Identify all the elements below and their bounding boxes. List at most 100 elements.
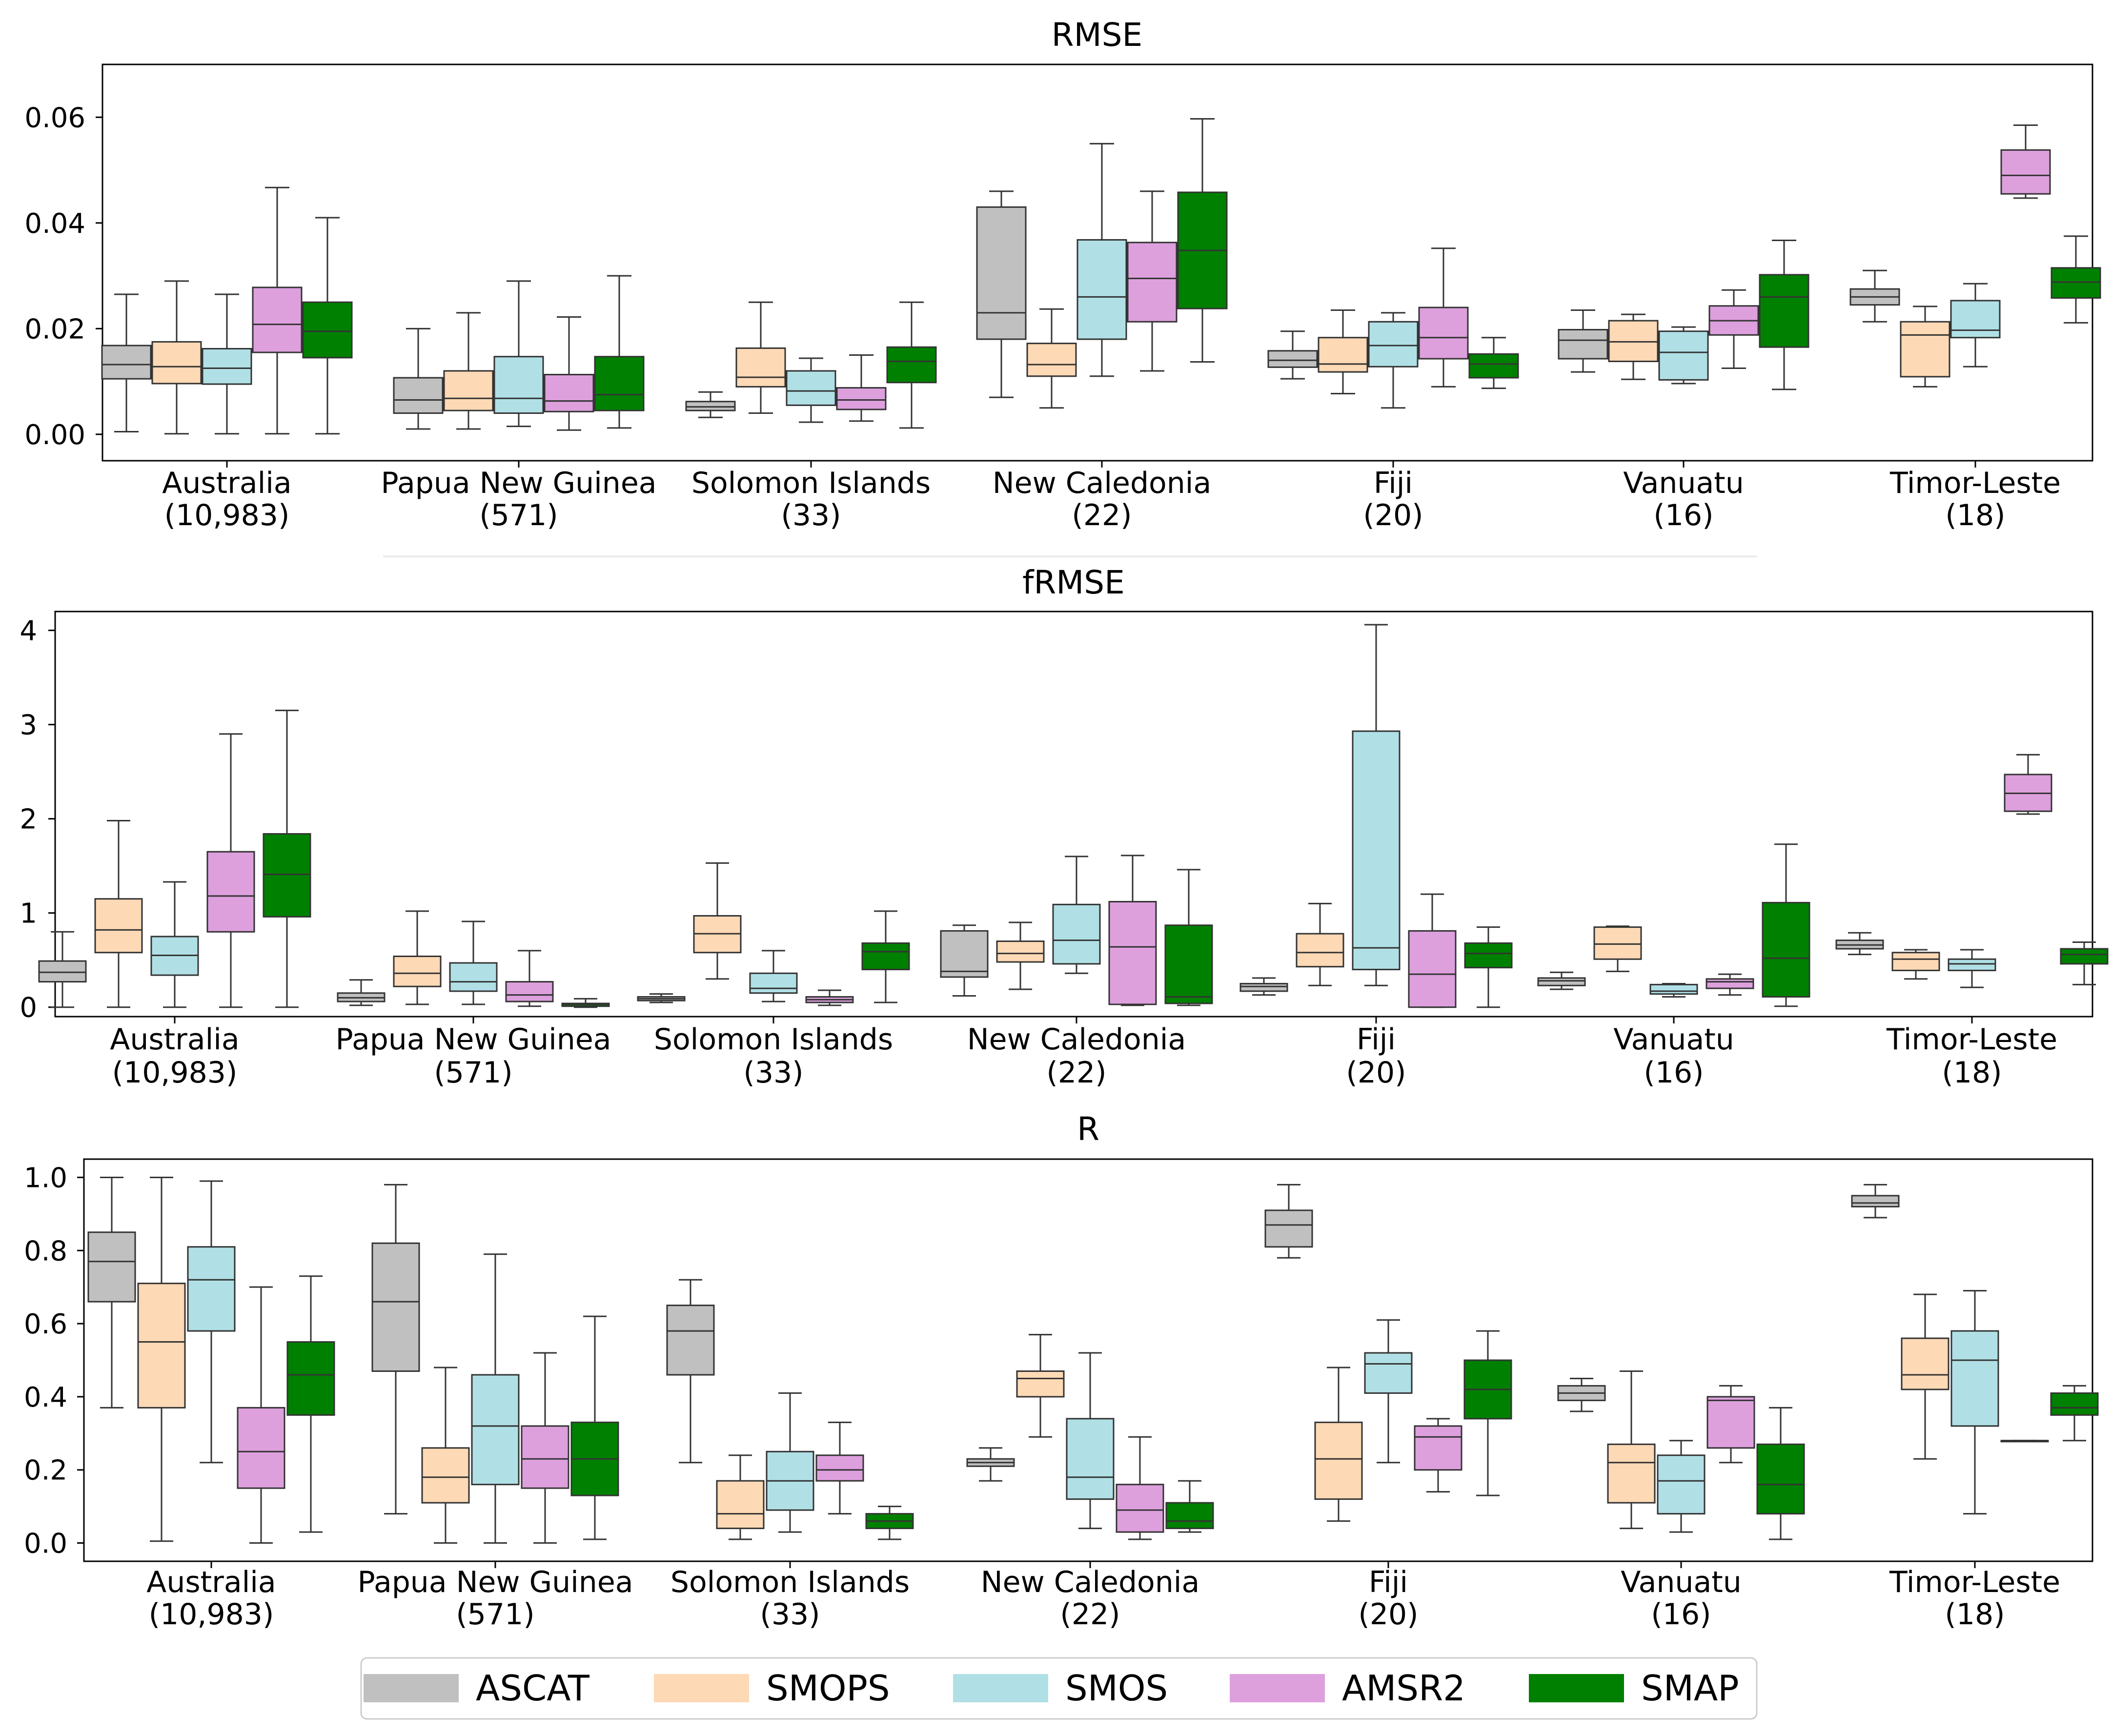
rmse-ytick-label: 0.02 <box>24 313 85 345</box>
iqr-box <box>996 940 1045 963</box>
iqr-box <box>1948 958 1996 971</box>
iqr-box <box>449 962 498 992</box>
frmse-box-ascat <box>1835 932 1884 956</box>
iqr-box <box>1164 924 1213 1004</box>
iqr-box <box>1368 321 1419 368</box>
r-box-smops <box>1016 1334 1065 1438</box>
rmse-box-amsr2 <box>2000 124 2051 199</box>
rmse-box-smos <box>1368 312 1419 409</box>
r-panel: R 0.0 0.2 0.4 0.6 0.8 1.0 Australia(10,983) Pap… <box>24 1110 2099 1632</box>
iqr-box <box>1364 1352 1413 1394</box>
r-ytick-label: 0.4 <box>24 1382 67 1413</box>
frmse-box-smops <box>693 862 742 980</box>
r-box-ascat <box>1264 1184 1313 1259</box>
frmse-box-smap <box>263 710 311 1008</box>
frmse-country-label: Solomon Islands <box>654 1022 893 1057</box>
rmse-box-ascat <box>1267 330 1318 380</box>
frmse-panel: fRMSE 0 1 2 3 4 Australia(10,983) Papua New Gu… <box>20 564 2109 1090</box>
rmse-box-smap <box>302 217 353 435</box>
frmse-country-label: Vanuatu <box>1613 1022 1734 1057</box>
iqr-box <box>716 1480 765 1530</box>
iqr-box <box>87 1231 136 1303</box>
iqr-box <box>1950 300 2001 339</box>
r-box-smops <box>716 1454 765 1540</box>
r-box-smops <box>1607 1370 1656 1530</box>
iqr-box <box>286 1341 335 1416</box>
rmse-box-smos <box>1658 326 1709 385</box>
legend-swatch <box>953 1674 1048 1702</box>
frmse-ytick-label: 2 <box>20 804 37 836</box>
r-box-smos <box>1364 1319 1413 1464</box>
frmse-box-smap <box>2060 941 2109 985</box>
iqr-box <box>1468 353 1519 379</box>
iqr-box <box>1016 1370 1065 1398</box>
rmse-box-smops <box>443 312 494 430</box>
r-box-smos <box>471 1253 520 1544</box>
iqr-box <box>252 286 303 353</box>
iqr-box <box>1706 1396 1755 1449</box>
r-country-label: Timor-Leste <box>1889 1565 2060 1599</box>
rmse-box-smap <box>1468 337 1519 389</box>
frmse-box-amsr2 <box>1706 973 1754 996</box>
r-box-smos <box>766 1392 814 1533</box>
r-box-amsr2 <box>815 1421 864 1515</box>
r-country-label: Australia <box>146 1565 276 1599</box>
rmse-box-amsr2 <box>252 186 303 435</box>
frmse-country-label: Fiji <box>1357 1022 1396 1057</box>
frmse-box-smap <box>861 910 910 1003</box>
frmse-box-ascat <box>1537 971 1586 990</box>
legend-label: SMAP <box>1641 1668 1739 1709</box>
iqr-box <box>1418 306 1469 360</box>
frmse-box-smos <box>1649 982 1698 998</box>
iqr-box <box>1537 977 1586 986</box>
frmse-box-ascat <box>1239 977 1288 996</box>
rmse-country-label: Timor-Leste <box>1889 466 2061 500</box>
rmse-box-smops <box>1026 308 1077 409</box>
iqr-box <box>1267 350 1318 368</box>
rmse-country-label: Australia <box>162 466 291 500</box>
r-box-smap <box>286 1275 335 1533</box>
frmse-box-amsr2 <box>2004 754 2052 815</box>
rmse-panel: RMSE 0.00 0.02 0.04 0.06 Australia(10,983) Pa… <box>24 16 2101 532</box>
iqr-box <box>1314 1421 1363 1500</box>
frmse-box-amsr2 <box>206 733 255 1008</box>
r-ytick-label: 0.0 <box>24 1528 67 1560</box>
r-box-smos <box>1066 1352 1115 1530</box>
r-ytick-label: 0.8 <box>24 1235 67 1267</box>
rmse-box-smops <box>735 301 786 414</box>
legend-item-smos: SMOS <box>953 1668 1168 1709</box>
r-ytick-label: 0.6 <box>24 1308 67 1340</box>
iqr-box <box>1607 1443 1656 1504</box>
frmse-box-smops <box>996 921 1045 990</box>
rmse-country-count: (20) <box>1363 498 1423 532</box>
iqr-box <box>137 1283 186 1409</box>
r-title: R <box>1077 1110 1099 1148</box>
r-box-smap <box>865 1506 914 1540</box>
r-box-smap <box>1756 1407 1805 1540</box>
iqr-box <box>1593 926 1642 960</box>
iqr-box <box>1649 983 1698 995</box>
frmse-box-ascat <box>38 931 87 1008</box>
frmse-ytick-label: 0 <box>20 992 37 1024</box>
rmse-box-smos <box>202 293 252 435</box>
frmse-box-smos <box>1052 856 1101 974</box>
rmse-country-count: (18) <box>1945 498 2005 532</box>
frmse-box-smap <box>1164 869 1213 1006</box>
iqr-box <box>1127 242 1178 323</box>
iqr-box <box>1408 930 1457 1008</box>
r-country-count: (18) <box>1945 1597 2005 1632</box>
frmse-ytick-label: 4 <box>20 615 37 647</box>
rmse-country-count: (33) <box>781 498 841 532</box>
frmse-country-count: (571) <box>434 1056 512 1090</box>
rmse-box-amsr2 <box>1418 247 1469 388</box>
frmse-country-label: New Caledonia <box>967 1022 1186 1057</box>
r-country-count: (16) <box>1651 1597 1711 1632</box>
iqr-box <box>521 1425 569 1489</box>
iqr-box <box>735 347 786 388</box>
rmse-box-amsr2 <box>1708 289 1759 369</box>
r-country-label: Vanuatu <box>1621 1565 1742 1599</box>
frmse-box-amsr2 <box>505 950 554 1007</box>
frmse-country-label: Timor-Leste <box>1886 1022 2057 1057</box>
iqr-box <box>237 1407 285 1489</box>
frmse-box-smops <box>1593 925 1642 972</box>
